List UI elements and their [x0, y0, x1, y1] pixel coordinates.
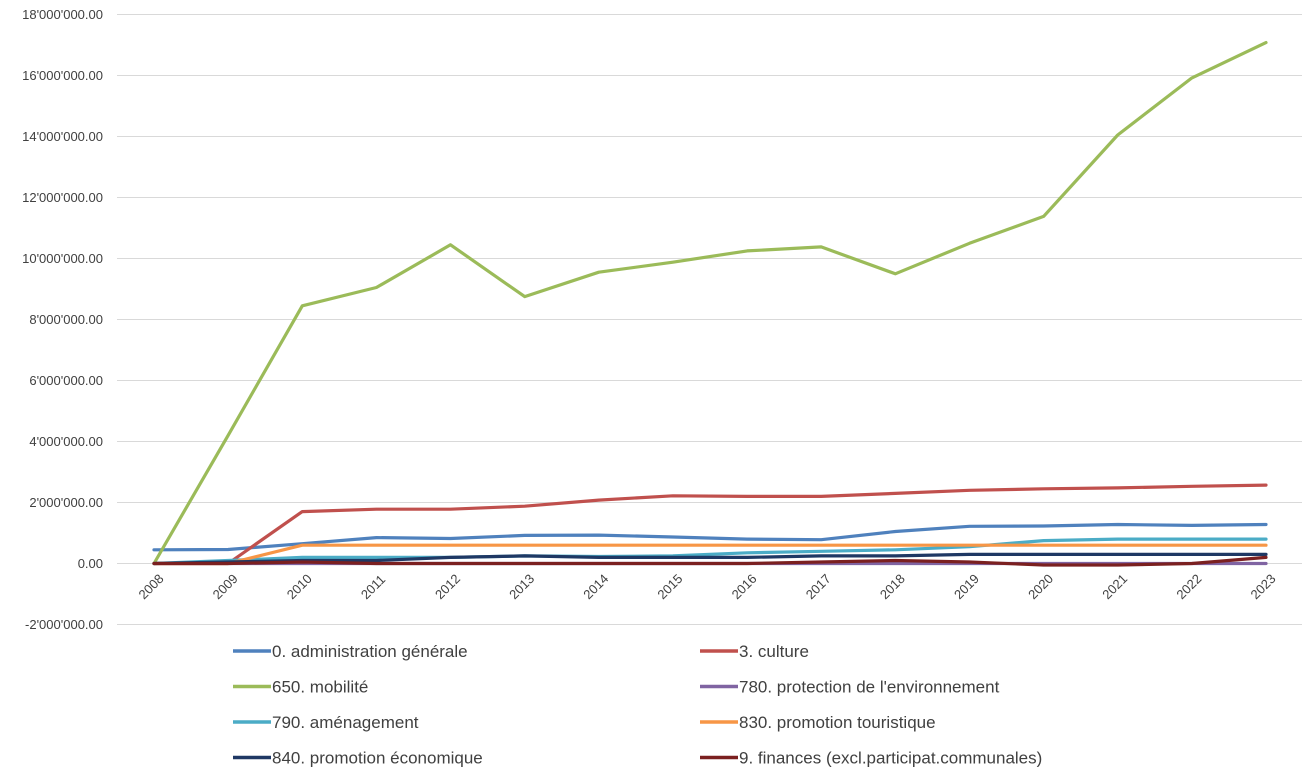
legend-item: 0. administration générale: [233, 642, 468, 661]
series-line: [152, 555, 1268, 567]
y-tick-label: 2'000'000.00: [29, 495, 103, 510]
series-lines: [152, 40, 1268, 567]
x-tick-label: 2012: [432, 571, 463, 602]
y-axis-tick-labels: -2'000'000.00 0.00 2'000'000.00 4'000'000.0…: [22, 7, 103, 632]
x-tick-label: 2011: [358, 572, 388, 602]
series-line: [152, 522, 1268, 552]
legend-label: 9. finances (excl.participat.communales): [739, 749, 1042, 768]
legend-item: 3. culture: [700, 642, 809, 661]
series-line: [152, 552, 1268, 566]
legend-label: 3. culture: [739, 642, 809, 661]
x-tick-label: 2016: [729, 571, 760, 602]
x-tick-label: 2008: [136, 571, 167, 602]
legend: 0. administration générale 3. culture 650.…: [233, 642, 1042, 768]
legend-item: 790. aménagement: [233, 713, 419, 732]
legend-item: 840. promotion économique: [233, 749, 483, 768]
x-tick-label: 2022: [1173, 571, 1204, 602]
legend-label: 830. promotion touristique: [739, 713, 936, 732]
x-tick-label: 2023: [1248, 571, 1279, 602]
x-tick-label: 2019: [951, 571, 982, 602]
y-tick-label: 14'000'000.00: [22, 129, 103, 144]
legend-label: 0. administration générale: [272, 642, 468, 661]
series-line: [152, 483, 1268, 566]
y-tick-label: 18'000'000.00: [22, 7, 103, 22]
x-tick-label: 2010: [284, 571, 315, 602]
y-tick-label: 4'000'000.00: [29, 434, 103, 449]
legend-label: 780. protection de l'environnement: [739, 678, 1000, 697]
y-tick-label: 6'000'000.00: [29, 373, 103, 388]
y-tick-label: 0.00: [78, 556, 103, 571]
y-tick-label: 8'000'000.00: [29, 312, 103, 327]
x-tick-label: 2018: [877, 571, 908, 602]
x-tick-label: 2009: [210, 571, 241, 602]
x-tick-label: 2020: [1025, 571, 1056, 602]
legend-item: 9. finances (excl.participat.communales): [700, 749, 1042, 768]
legend-label: 790. aménagement: [272, 713, 419, 732]
series-line: [152, 537, 1268, 566]
x-tick-label: 2015: [654, 571, 685, 602]
legend-label: 650. mobilité: [272, 678, 368, 697]
legend-item: 650. mobilité: [233, 678, 368, 697]
x-axis-tick-labels: 2008 2009 2010 2011 2012 2013 2014 2015 2016 2017…: [136, 571, 1279, 602]
y-tick-label: 12'000'000.00: [22, 190, 103, 205]
x-tick-label: 2014: [580, 571, 611, 602]
legend-item: 780. protection de l'environnement: [700, 678, 1000, 697]
y-tick-label: 16'000'000.00: [22, 68, 103, 83]
legend-label: 840. promotion économique: [272, 749, 483, 768]
y-tick-label: -2'000'000.00: [25, 617, 103, 632]
series-line: [152, 40, 1268, 566]
legend-item: 830. promotion touristique: [700, 713, 936, 732]
x-tick-label: 2017: [803, 571, 834, 602]
x-tick-label: 2013: [506, 571, 537, 602]
y-tick-label: 10'000'000.00: [22, 251, 103, 266]
x-tick-label: 2021: [1099, 571, 1130, 602]
series-line: [152, 543, 1268, 566]
